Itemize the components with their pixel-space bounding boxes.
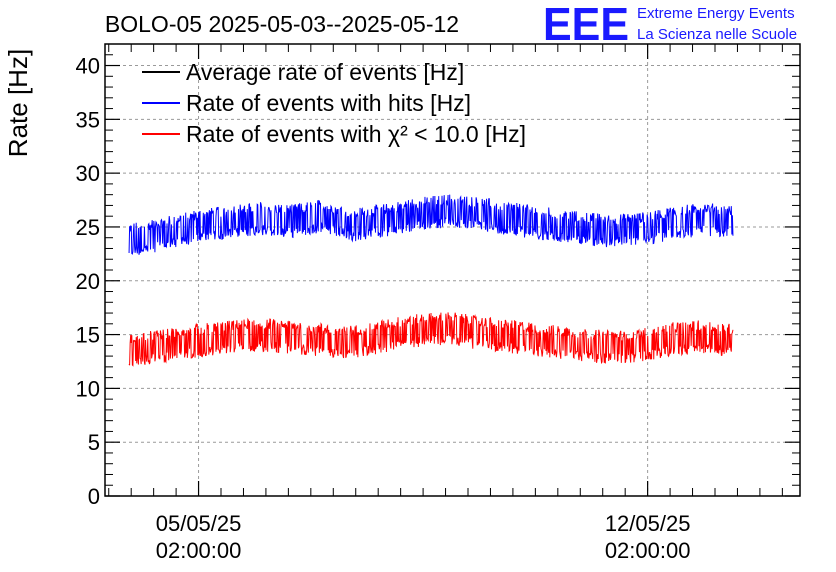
chart-title: BOLO-05 2025-05-03--2025-05-12 — [105, 11, 459, 37]
legend-label-1: Average rate of events [Hz] — [186, 59, 464, 85]
y-tick-label: 40 — [76, 54, 100, 79]
y-tick-label: 0 — [88, 484, 100, 509]
y-tick-label: 25 — [76, 215, 100, 240]
legend: Average rate of events [Hz] Rate of event… — [142, 59, 526, 147]
x-tick-time: 02:00:00 — [605, 538, 691, 563]
plot-series — [128, 194, 734, 367]
eee-logo: EEE Extreme Energy Events La Scienza nel… — [543, 0, 797, 50]
y-tick-label: 35 — [76, 107, 100, 132]
y-axis-title: Rate [Hz] — [3, 49, 33, 157]
logo-line2: La Scienza nelle Scuole — [637, 26, 797, 43]
y-axis: 0 5 10 15 20 25 30 35 40 — [76, 43, 800, 509]
y-tick-label: 15 — [76, 323, 100, 348]
y-tick-label: 10 — [76, 376, 100, 401]
y-tick-label: 30 — [76, 161, 100, 186]
logo-mark: EEE — [543, 0, 629, 50]
logo-line1: Extreme Energy Events — [637, 5, 795, 22]
series-line-2 — [128, 194, 734, 255]
x-tick-date: 12/05/25 — [605, 511, 691, 536]
y-tick-label: 20 — [76, 269, 100, 294]
x-tick-time: 02:00:00 — [156, 538, 242, 563]
legend-label-3: Rate of events with χ² < 10.0 [Hz] — [186, 121, 526, 147]
x-tick-date: 05/05/25 — [156, 511, 242, 536]
legend-label-2: Rate of events with hits [Hz] — [186, 90, 471, 116]
series-line-3 — [128, 312, 734, 367]
y-tick-label: 5 — [88, 430, 100, 455]
